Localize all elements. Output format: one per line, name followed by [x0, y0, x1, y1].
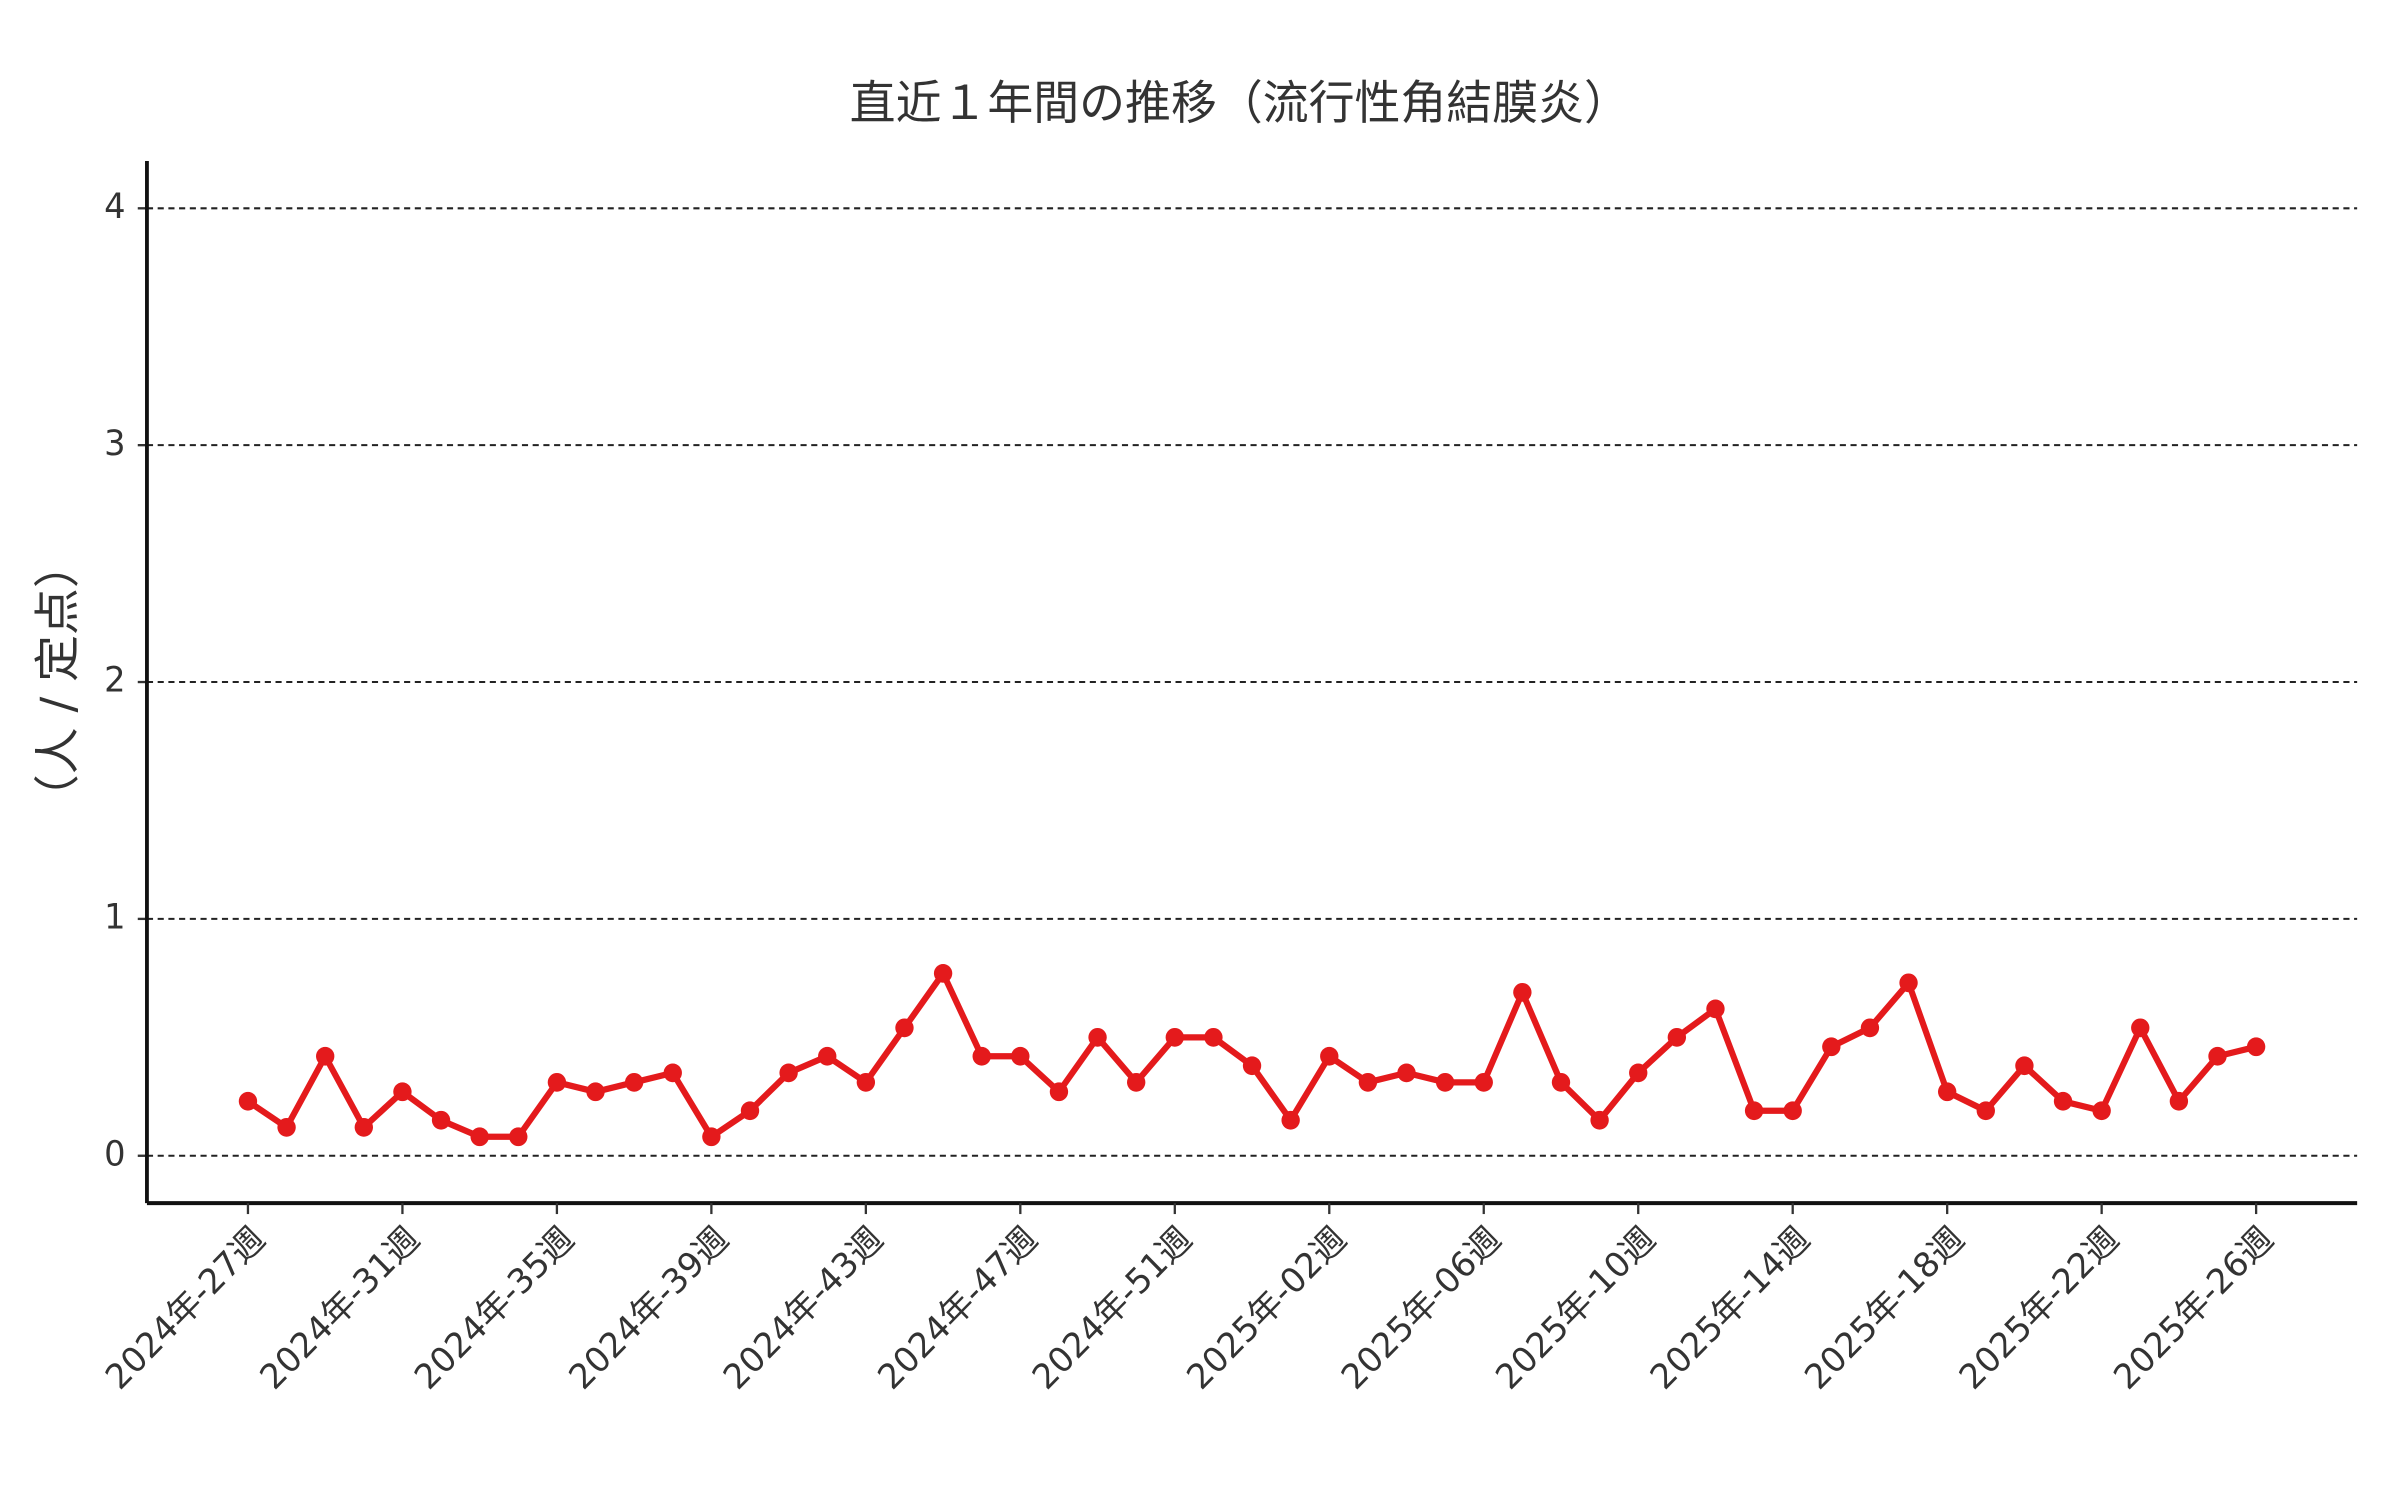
- point: [856, 1072, 876, 1092]
- point: [1011, 1046, 1030, 1066]
- point: [663, 1063, 682, 1083]
- point: [2092, 1101, 2111, 1121]
- point: [1127, 1072, 1146, 1092]
- point: [1397, 1063, 1416, 1083]
- point: [702, 1127, 721, 1147]
- point: [1899, 973, 1918, 993]
- point: [1281, 1110, 1300, 1130]
- point: [818, 1046, 837, 1066]
- point: [316, 1046, 335, 1066]
- line: [246, 970, 2257, 1140]
- x-tick-label: 2025年-10週: [1488, 1219, 1663, 1398]
- point: [1706, 999, 1725, 1019]
- x-tick-label: 2025年-22週: [1952, 1219, 2127, 1398]
- x-tick-label: 2025年-06週: [1334, 1219, 1509, 1398]
- x-tick-label: 2024年-27週: [98, 1219, 273, 1398]
- point: [586, 1082, 605, 1102]
- point: [431, 1110, 451, 1130]
- point: [1165, 1027, 1184, 1047]
- point: [509, 1127, 528, 1147]
- point: [1513, 982, 1532, 1002]
- y-tick-label: 4: [104, 187, 125, 227]
- y-tick-label: 0: [104, 1134, 125, 1174]
- point: [1435, 1072, 1455, 1092]
- point: [933, 963, 953, 983]
- x-tick-label: 2025年-26週: [2106, 1219, 2281, 1398]
- point: [1937, 1082, 1957, 1102]
- y-tick-label: 2: [104, 660, 125, 700]
- point: [1629, 1063, 1648, 1083]
- point: [1320, 1046, 1339, 1066]
- y-axis-label: （人 / 定点）: [31, 541, 84, 821]
- point: [895, 1018, 914, 1038]
- x-tick-label: 2024年-51週: [1025, 1219, 1200, 1398]
- x-tick-label: 2024年-47週: [870, 1219, 1045, 1398]
- y-tick-label: 3: [104, 423, 125, 463]
- point: [238, 1091, 258, 1111]
- point: [470, 1127, 489, 1147]
- x-tick-label: 2024年-35週: [407, 1219, 582, 1398]
- x-tick-label: 2025年-18週: [1797, 1219, 1972, 1398]
- point: [1590, 1110, 1609, 1130]
- x-tick-label: 2024年-31週: [253, 1219, 428, 1398]
- point: [1822, 1037, 1841, 1057]
- point: [2208, 1046, 2227, 1066]
- point: [2169, 1091, 2189, 1111]
- point: [779, 1063, 798, 1083]
- point: [2053, 1091, 2073, 1111]
- point: [354, 1117, 373, 1137]
- x-tick-label: 2025年-14週: [1643, 1219, 1818, 1398]
- point: [1551, 1072, 1571, 1092]
- point: [1049, 1082, 1069, 1102]
- y-tick-label: 1: [104, 897, 125, 937]
- point: [1667, 1027, 1687, 1047]
- point: [1242, 1056, 1262, 1076]
- point: [1204, 1027, 1223, 1047]
- x-tick-label: 2024年-43週: [716, 1219, 891, 1398]
- point: [624, 1072, 644, 1092]
- point: [2131, 1018, 2150, 1038]
- point: [393, 1082, 412, 1102]
- point: [1088, 1027, 1107, 1047]
- chart-title: 直近１年間の推移（流行性角結膜炎）: [850, 75, 1630, 130]
- point: [1783, 1101, 1802, 1121]
- point: [1358, 1072, 1378, 1092]
- point: [1976, 1101, 1995, 1121]
- point: [1860, 1018, 1880, 1038]
- point: [972, 1046, 991, 1066]
- point: [2015, 1056, 2034, 1076]
- point: [1744, 1101, 1764, 1121]
- point: [1474, 1072, 1493, 1092]
- point: [740, 1101, 760, 1121]
- point: [277, 1117, 296, 1137]
- point: [547, 1072, 567, 1092]
- x-tick-label: 2025年-02週: [1179, 1219, 1354, 1398]
- x-tick-label: 2024年-39週: [562, 1219, 737, 1398]
- point: [2246, 1037, 2266, 1057]
